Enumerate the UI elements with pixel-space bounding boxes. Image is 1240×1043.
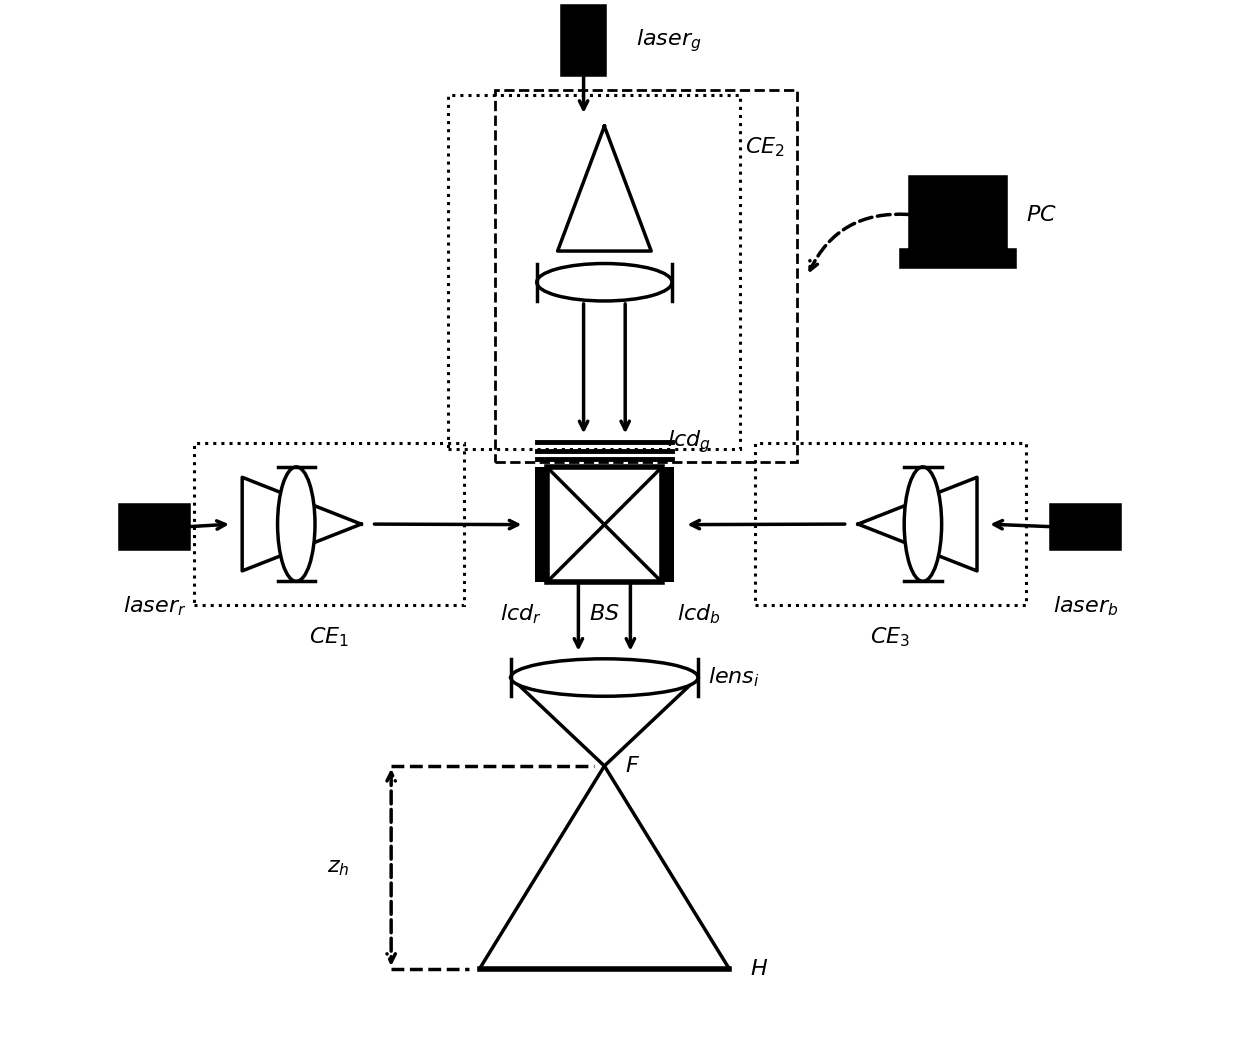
Text: $lcd_b$: $lcd_b$ xyxy=(677,603,720,626)
Text: $laser_b$: $laser_b$ xyxy=(1053,595,1118,617)
Bar xyxy=(911,178,1004,251)
Bar xyxy=(120,506,188,548)
Ellipse shape xyxy=(904,467,941,581)
Bar xyxy=(547,467,662,582)
Bar xyxy=(534,467,547,582)
Text: $PC$: $PC$ xyxy=(1025,203,1056,225)
Bar xyxy=(193,443,464,605)
Bar xyxy=(563,6,604,74)
Ellipse shape xyxy=(537,264,672,301)
Text: $CE_1$: $CE_1$ xyxy=(309,626,348,649)
Text: $lcd_r$: $lcd_r$ xyxy=(500,603,542,626)
Text: $laser_g$: $laser_g$ xyxy=(636,27,701,54)
Text: $laser_r$: $laser_r$ xyxy=(123,595,186,617)
FancyArrowPatch shape xyxy=(810,214,909,270)
Ellipse shape xyxy=(278,467,315,581)
Bar xyxy=(901,251,1014,266)
Text: $BS$: $BS$ xyxy=(589,603,620,625)
Bar xyxy=(662,467,675,582)
Text: $H$: $H$ xyxy=(750,957,768,979)
Bar xyxy=(495,90,797,462)
Bar xyxy=(1052,506,1120,548)
Bar xyxy=(449,95,739,448)
Ellipse shape xyxy=(511,659,698,697)
Text: $CE_2$: $CE_2$ xyxy=(745,136,785,159)
Text: $F$: $F$ xyxy=(625,755,640,777)
Text: $lcd_g$: $lcd_g$ xyxy=(667,428,711,455)
Text: $CE_3$: $CE_3$ xyxy=(870,626,910,649)
Text: $z_h$: $z_h$ xyxy=(327,856,350,878)
Bar xyxy=(755,443,1025,605)
Text: $lens_i$: $lens_i$ xyxy=(708,665,760,689)
